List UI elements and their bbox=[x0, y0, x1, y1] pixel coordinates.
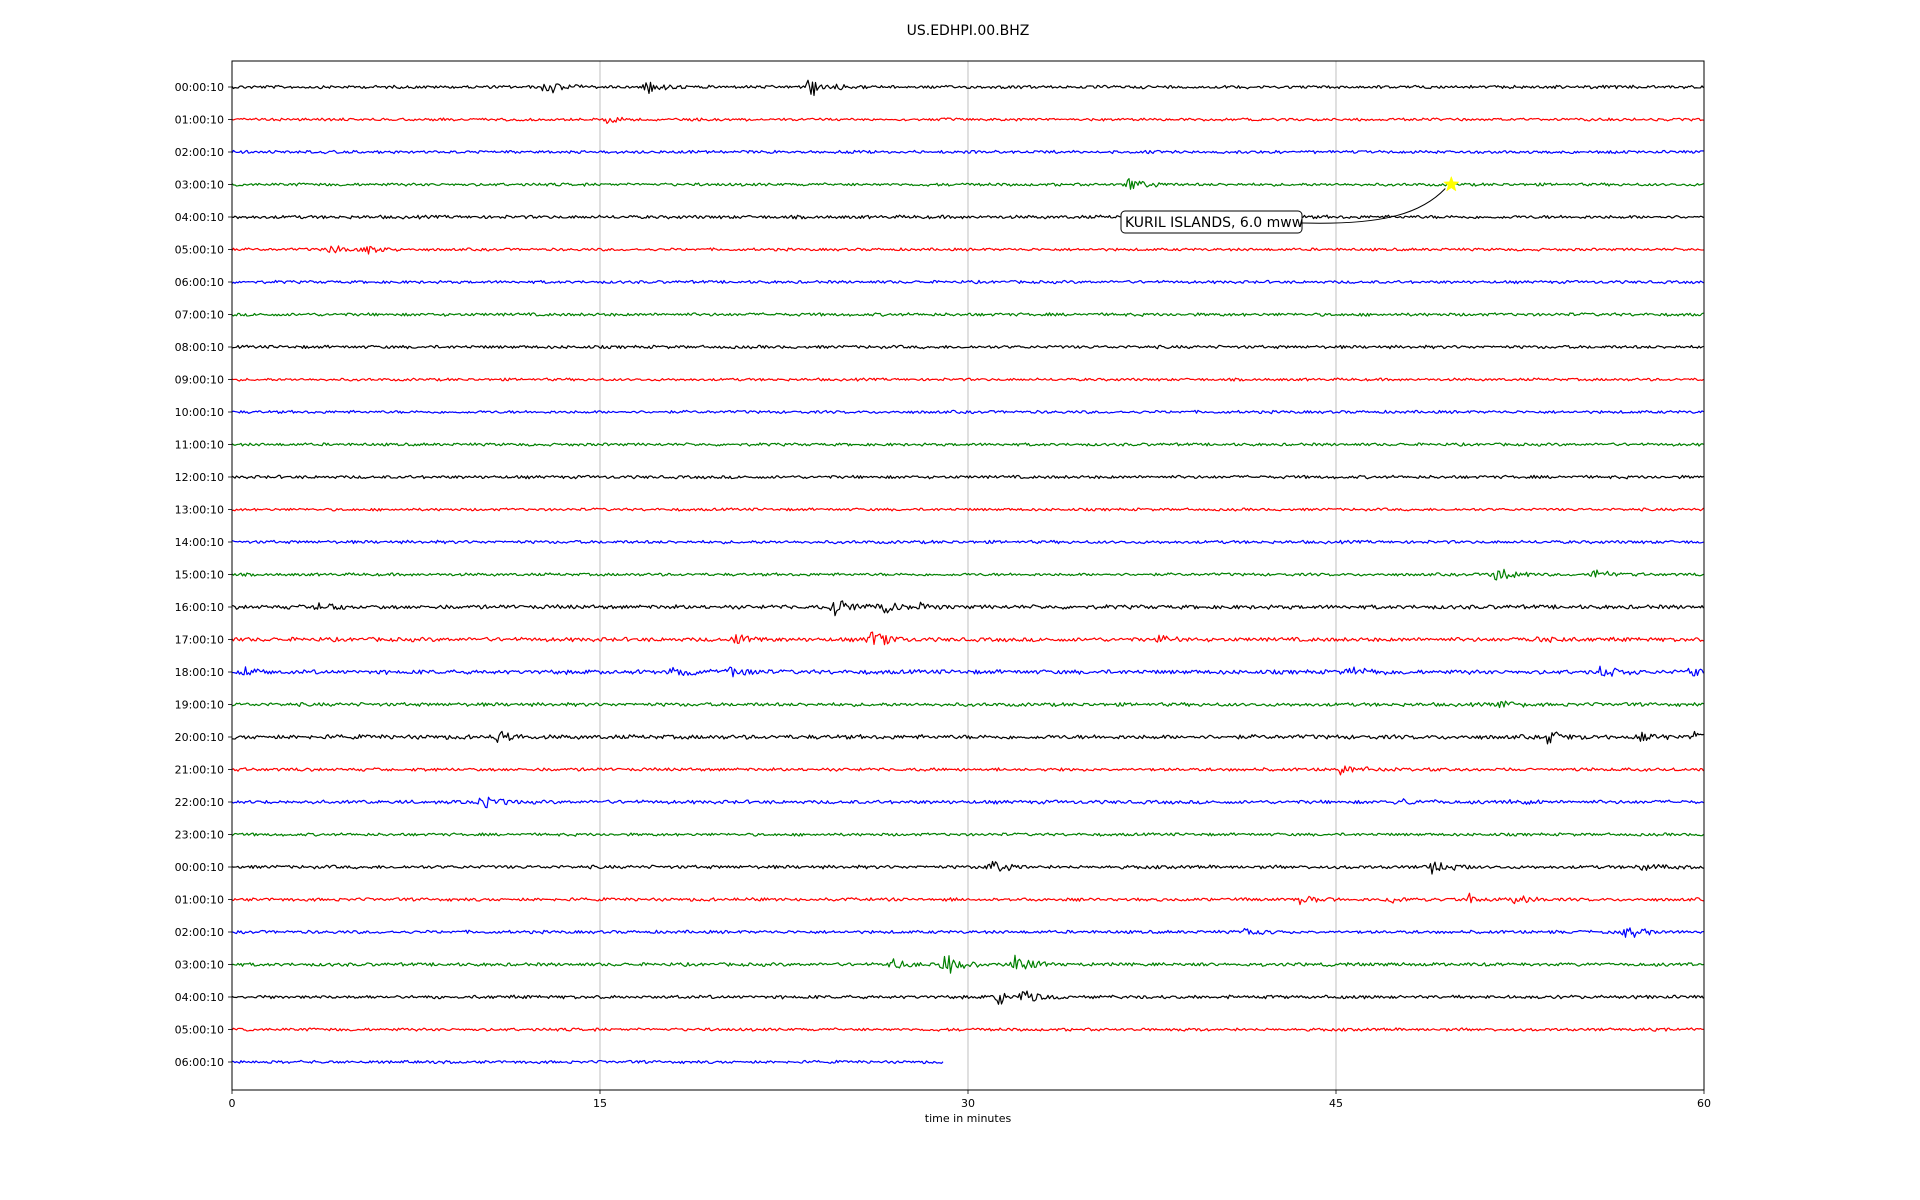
row-label: 02:00:10 bbox=[175, 146, 224, 159]
trace-line bbox=[231, 860, 1704, 875]
row-labels: 00:00:10 01:00:10 02:00:10 03:00:10 04:00:10… bbox=[175, 81, 232, 1069]
trace-line bbox=[231, 954, 1704, 974]
chart-title: US.EDHPI.00.BHZ bbox=[907, 23, 1030, 39]
trace-line bbox=[231, 832, 1704, 837]
row-label: 11:00:10 bbox=[175, 439, 224, 452]
row-label: 10:00:10 bbox=[175, 406, 224, 419]
x-axis: 0 15 30 45 60 bbox=[229, 1090, 1711, 1110]
trace-line bbox=[231, 1059, 944, 1065]
row-label: 22:00:10 bbox=[175, 796, 224, 809]
trace-line bbox=[231, 700, 1704, 709]
row-label: 04:00:10 bbox=[175, 211, 224, 224]
row-label: 14:00:10 bbox=[175, 536, 224, 549]
trace-line bbox=[231, 279, 1704, 285]
trace-line bbox=[231, 442, 1704, 447]
row-label: 05:00:10 bbox=[175, 1024, 224, 1037]
row-label: 05:00:10 bbox=[175, 244, 224, 257]
trace-line bbox=[231, 927, 1704, 938]
trace-line bbox=[231, 892, 1704, 906]
row-label: 21:00:10 bbox=[175, 764, 224, 777]
trace-line bbox=[231, 600, 1705, 617]
trace-line bbox=[231, 796, 1704, 809]
event-star-marker bbox=[1443, 175, 1460, 192]
trace-line bbox=[231, 568, 1704, 581]
annotation-arrow bbox=[1301, 188, 1446, 224]
trace-line bbox=[231, 990, 1705, 1005]
trace-line bbox=[231, 245, 1704, 255]
x-tick-label: 45 bbox=[1329, 1097, 1343, 1110]
trace-line bbox=[231, 765, 1704, 776]
event-annotation: KURIL ISLANDS, 6.0 mww bbox=[1120, 175, 1460, 234]
trace-line bbox=[231, 214, 1704, 220]
trace-line bbox=[231, 507, 1704, 512]
x-tick-label: 60 bbox=[1697, 1097, 1711, 1110]
row-label: 13:00:10 bbox=[175, 504, 224, 517]
trace-line bbox=[231, 116, 1704, 125]
row-label: 16:00:10 bbox=[175, 601, 224, 614]
trace-line bbox=[231, 539, 1704, 545]
row-label: 08:00:10 bbox=[175, 341, 224, 354]
row-label: 06:00:10 bbox=[175, 276, 224, 289]
row-label: 23:00:10 bbox=[175, 829, 224, 842]
row-label: 20:00:10 bbox=[175, 731, 224, 744]
trace-line bbox=[231, 312, 1704, 317]
row-label: 01:00:10 bbox=[175, 114, 224, 127]
x-tick-label: 0 bbox=[229, 1097, 236, 1110]
trace-line bbox=[231, 631, 1704, 646]
row-label: 01:00:10 bbox=[175, 894, 224, 907]
x-axis-label: time in minutes bbox=[925, 1112, 1012, 1125]
annotation-box bbox=[1120, 210, 1303, 234]
trace-line bbox=[231, 730, 1704, 745]
trace-line bbox=[231, 409, 1704, 415]
row-label: 04:00:10 bbox=[175, 991, 224, 1004]
trace-line bbox=[231, 474, 1704, 480]
trace-line bbox=[231, 1027, 1704, 1032]
trace-line bbox=[231, 149, 1704, 155]
trace-line bbox=[231, 344, 1704, 350]
trace-line bbox=[231, 665, 1705, 678]
row-label: 12:00:10 bbox=[175, 471, 224, 484]
row-label: 17:00:10 bbox=[175, 634, 224, 647]
row-label: 09:00:10 bbox=[175, 374, 224, 387]
row-label: 07:00:10 bbox=[175, 309, 224, 322]
row-label: 00:00:10 bbox=[175, 81, 224, 94]
annotation-label: KURIL ISLANDS, 6.0 mww bbox=[1125, 215, 1303, 231]
row-label: 18:00:10 bbox=[175, 666, 224, 679]
x-tick-label: 15 bbox=[593, 1097, 607, 1110]
trace-line bbox=[231, 79, 1704, 97]
row-label: 00:00:10 bbox=[175, 861, 224, 874]
row-label: 03:00:10 bbox=[175, 179, 224, 192]
trace-line bbox=[231, 178, 1704, 190]
row-label: 02:00:10 bbox=[175, 926, 224, 939]
row-label: 15:00:10 bbox=[175, 569, 224, 582]
row-label: 19:00:10 bbox=[175, 699, 224, 712]
trace-line bbox=[231, 377, 1704, 382]
row-label: 06:00:10 bbox=[175, 1056, 224, 1069]
traces bbox=[231, 79, 1705, 1065]
row-label: 03:00:10 bbox=[175, 959, 224, 972]
x-tick-label: 30 bbox=[961, 1097, 975, 1110]
